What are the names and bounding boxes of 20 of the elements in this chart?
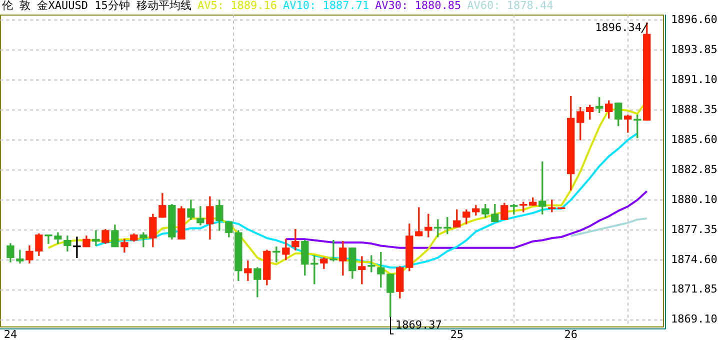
text: AV60: 1878.44 xyxy=(467,0,554,12)
chart-title: 伦 敦 金XAUUSD 15分钟 移动平均线 xyxy=(2,0,192,12)
y-tick-label: 1882.85 xyxy=(671,162,718,176)
y-tick-label: 1888.35 xyxy=(671,102,718,116)
text: AV5: 1889.16 xyxy=(197,0,277,12)
annotation: 1896.34 xyxy=(595,21,642,34)
x-tick-label: 25 xyxy=(450,328,464,341)
y-tick-label: 1885.60 xyxy=(671,132,718,146)
y-tick-label: 1871.85 xyxy=(671,282,718,296)
y-tick-label: 1893.85 xyxy=(671,42,718,56)
y-tick-label: 1869.10 xyxy=(671,312,718,326)
y-tick-label: 1896.60 xyxy=(671,12,718,26)
text: AV10: 1887.71 xyxy=(282,0,370,12)
y-tick-label: 1877.35 xyxy=(671,222,718,236)
y-tick-label: 1874.60 xyxy=(671,252,718,266)
y-tick-label: 1891.10 xyxy=(671,72,718,86)
x-tick-label: 24 xyxy=(4,328,18,341)
x-tick-label: 26 xyxy=(564,328,578,341)
text: AV30: 1880.85 xyxy=(375,0,462,12)
y-tick-label: 1880.10 xyxy=(671,192,718,206)
